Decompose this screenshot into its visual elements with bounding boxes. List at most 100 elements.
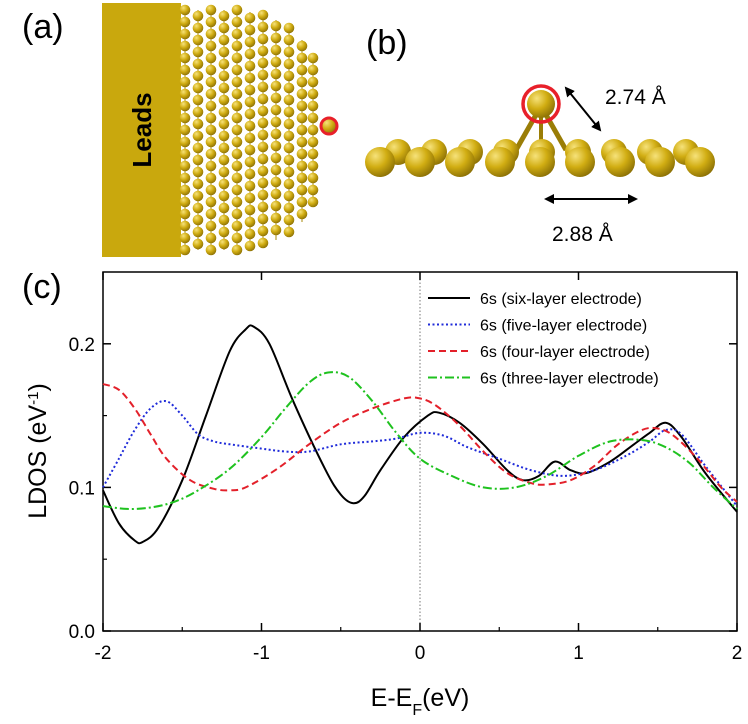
cluster-atom xyxy=(244,12,256,24)
cluster-atom xyxy=(192,82,204,94)
cluster-atom xyxy=(257,213,269,225)
cluster-atom xyxy=(296,52,308,64)
cluster-atom xyxy=(270,224,282,236)
cluster-atom xyxy=(296,100,308,112)
legend-label-3: 6s (four-layer electrode) xyxy=(480,344,650,361)
bond-length-arrow-top xyxy=(564,86,602,132)
cluster-atom xyxy=(257,81,269,93)
x-axis-title: E-EF(eV) xyxy=(371,684,470,719)
cluster-atom xyxy=(192,142,204,154)
cluster-atom xyxy=(296,196,308,208)
cluster-atom xyxy=(283,130,295,142)
panel-b: (b) 2.74 Å 2.88 Å xyxy=(365,24,715,246)
cluster-atom xyxy=(205,124,217,136)
cluster-atom xyxy=(307,160,319,172)
cluster-atom xyxy=(192,10,204,22)
cluster-atom xyxy=(296,160,308,172)
x-tick-label: 1 xyxy=(573,643,584,664)
cluster-atom xyxy=(283,94,295,106)
legend-label-2: 6s (five-layer electrode) xyxy=(480,318,647,335)
cluster-atom xyxy=(231,148,243,160)
cluster-atom xyxy=(244,24,256,36)
cluster-atom xyxy=(205,172,217,184)
cluster-atom xyxy=(179,16,191,28)
series-line-4 xyxy=(102,371,738,510)
surface-atom xyxy=(605,147,635,177)
cluster-atom xyxy=(205,112,217,124)
surface-atom xyxy=(645,147,675,177)
surface-atom-layer xyxy=(365,139,715,177)
cluster-atom xyxy=(244,72,256,84)
cluster-atom xyxy=(179,76,191,88)
cluster-atom xyxy=(307,76,319,88)
cluster-atom xyxy=(283,70,295,82)
cluster-atom xyxy=(296,88,308,100)
panel-a-label: (a) xyxy=(22,8,64,46)
cluster-atom xyxy=(231,208,243,220)
cluster-atom xyxy=(296,148,308,160)
cluster-atom xyxy=(296,40,308,52)
cluster-atom xyxy=(218,178,230,190)
cluster-atom xyxy=(205,64,217,76)
cluster-atom xyxy=(205,244,217,256)
cluster-atom xyxy=(218,58,230,70)
cluster-atom xyxy=(257,237,269,249)
cluster-atom xyxy=(270,152,282,164)
cluster-atom xyxy=(296,172,308,184)
cluster-atom xyxy=(283,82,295,94)
cluster-atom xyxy=(244,36,256,48)
cluster-atom xyxy=(179,40,191,52)
cluster-atom xyxy=(179,232,191,244)
cluster-atom xyxy=(307,148,319,160)
cluster-atom xyxy=(270,188,282,200)
cluster-atom xyxy=(270,200,282,212)
cluster-atom xyxy=(257,9,269,21)
cluster-atom xyxy=(192,238,204,250)
y-axis-title: LDOS (eV-1) xyxy=(24,383,52,519)
cluster-atom xyxy=(205,184,217,196)
x-tick-label: -1 xyxy=(253,643,270,664)
cluster-atom xyxy=(244,216,256,228)
cluster-atom xyxy=(257,93,269,105)
cluster-atom xyxy=(205,208,217,220)
cluster-atom xyxy=(218,154,230,166)
cluster-atom xyxy=(283,106,295,118)
cluster-atom xyxy=(244,144,256,156)
cluster-atom xyxy=(218,118,230,130)
cluster-atom xyxy=(257,69,269,81)
cluster-atom xyxy=(257,33,269,45)
cluster-atom xyxy=(270,92,282,104)
cluster-atom xyxy=(218,166,230,178)
cluster-atom xyxy=(244,156,256,168)
cluster-atom xyxy=(244,120,256,132)
series-line-1 xyxy=(102,324,738,545)
cluster-atom xyxy=(296,184,308,196)
cluster-atom xyxy=(179,124,191,136)
cluster-atom xyxy=(270,140,282,152)
cluster-atom xyxy=(231,244,243,256)
cluster-atom xyxy=(244,228,256,240)
series-line-2 xyxy=(102,399,738,507)
cluster-atom xyxy=(257,153,269,165)
cluster-atom xyxy=(192,70,204,82)
panel-c-label: (c) xyxy=(22,268,62,306)
legend-label-4: 6s (three-layer electrode) xyxy=(480,371,659,388)
cluster-atom xyxy=(218,46,230,58)
cluster-atom xyxy=(270,80,282,92)
cluster-atom xyxy=(192,190,204,202)
cluster-atom xyxy=(231,232,243,244)
cluster-atom xyxy=(244,108,256,120)
y-tick-label: 0.1 xyxy=(69,478,95,499)
cluster-atom xyxy=(296,76,308,88)
cluster-atom xyxy=(205,136,217,148)
cluster-atom xyxy=(270,20,282,32)
cluster-atom xyxy=(218,34,230,46)
cluster-atom xyxy=(192,166,204,178)
cluster-atom xyxy=(244,192,256,204)
cluster-atom xyxy=(296,112,308,124)
cluster-atom xyxy=(192,154,204,166)
cluster-atom xyxy=(192,46,204,58)
cluster-atom xyxy=(283,166,295,178)
cluster-atom xyxy=(179,4,191,16)
